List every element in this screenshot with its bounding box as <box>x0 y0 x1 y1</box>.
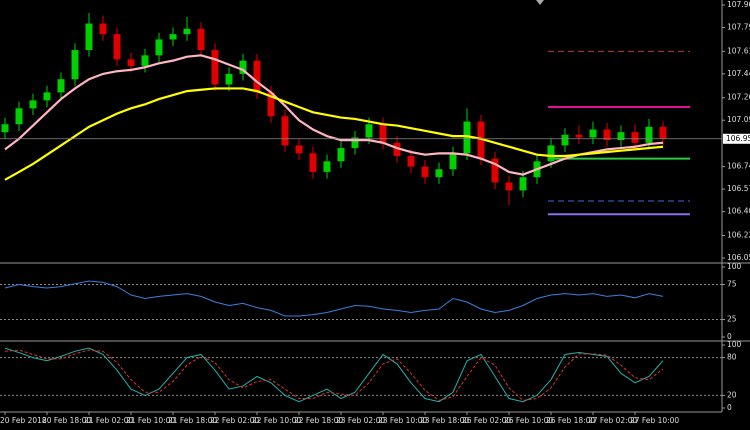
candle-body <box>169 34 177 40</box>
x-tick-label: 26 Feb 10:00 <box>504 416 553 425</box>
shift-marker <box>536 0 544 5</box>
candle-body <box>463 121 471 154</box>
candle-body <box>435 169 443 178</box>
y-tick-label: 106.40 <box>727 207 750 216</box>
indicator-line <box>4 54 664 176</box>
candle-body <box>365 124 373 138</box>
x-tick-label: 21 Feb 18:00 <box>168 416 217 425</box>
candle-body <box>197 28 205 51</box>
y-tick-label: 107.44 <box>727 69 750 78</box>
candle-body <box>407 156 415 167</box>
y-tick-label: 106.74 <box>727 162 750 171</box>
candle-body <box>43 92 51 101</box>
candle-body <box>351 137 359 149</box>
y-tick-label: 100 <box>727 262 742 271</box>
candle-body <box>295 145 303 154</box>
x-tick-label: 21 Feb 10:00 <box>126 416 175 425</box>
candle-body <box>645 126 653 143</box>
y-tick-label: 107.61 <box>727 46 750 55</box>
x-tick-label: 26 Feb 18:00 <box>546 416 595 425</box>
candle-body <box>71 50 79 80</box>
candle-body <box>589 129 597 138</box>
candle-body <box>155 39 163 56</box>
y-tick-label: 106.57 <box>727 184 750 193</box>
candle-body <box>491 158 499 183</box>
candle-body <box>99 23 107 35</box>
candle-body <box>505 182 513 191</box>
x-tick-label: 20 Feb 2018 <box>0 416 47 425</box>
candle-body <box>309 153 317 172</box>
candle-body <box>225 73 233 85</box>
candle-body <box>141 55 149 66</box>
y-tick-label: 25 <box>727 315 737 324</box>
candle-body <box>323 161 331 172</box>
x-tick-label: 26 Feb 02:00 <box>462 416 511 425</box>
candle-body <box>253 60 261 93</box>
indicator-line <box>4 347 664 403</box>
candle-body <box>617 132 625 141</box>
x-tick-label: 27 Feb 02:00 <box>588 416 637 425</box>
y-tick-label: 107.79 <box>727 23 750 32</box>
current-price-box <box>723 133 750 144</box>
x-tick-label: 22 Feb 02:00 <box>210 416 259 425</box>
x-tick-label: 22 Feb 10:00 <box>252 416 301 425</box>
x-tick-label: 22 Feb 18:00 <box>294 416 343 425</box>
candle-body <box>561 134 569 146</box>
candle-body <box>449 153 457 170</box>
candle-body <box>239 60 247 74</box>
candle-body <box>631 132 639 143</box>
candle-body <box>113 34 121 60</box>
candle-body <box>15 108 23 125</box>
candle-body <box>183 28 191 35</box>
x-tick-label: 21 Feb 02:00 <box>84 416 133 425</box>
x-tick-label: 20 Feb 18:00 <box>42 416 91 425</box>
candle-body <box>85 23 93 51</box>
candle-body <box>127 59 135 66</box>
current-price-label: 106.95 <box>726 134 750 143</box>
x-tick-label: 27 Feb 10:00 <box>630 416 679 425</box>
candle-body <box>547 145 555 162</box>
x-tick-label: 23 Feb 10:00 <box>378 416 427 425</box>
y-tick-label: 106.22 <box>727 230 750 239</box>
y-tick-label: 107.09 <box>727 115 750 124</box>
y-tick-label: 107.96 <box>727 0 750 9</box>
candle-body <box>379 124 387 143</box>
y-tick-label: 107.26 <box>727 93 750 102</box>
candle-body <box>211 50 219 85</box>
y-tick-label: 20 <box>727 390 737 399</box>
candle-body <box>1 124 9 133</box>
candle-body <box>519 177 527 191</box>
indicator-line <box>4 280 664 317</box>
candle-body <box>29 100 37 109</box>
candle-body <box>267 92 275 117</box>
candle-body <box>421 166 429 178</box>
candle-body <box>603 129 611 141</box>
candle-body <box>659 126 667 139</box>
candle-body <box>337 148 345 162</box>
y-tick-label: 80 <box>727 353 737 362</box>
x-tick-label: 23 Feb 02:00 <box>336 416 385 425</box>
candle-body <box>281 116 289 146</box>
candle-body <box>393 142 401 157</box>
x-tick-label: 23 Feb 18:00 <box>420 416 469 425</box>
y-tick-label: 106.05 <box>727 253 750 262</box>
candle-body <box>575 134 583 138</box>
indicator-line <box>4 87 664 181</box>
candle-body <box>477 121 485 159</box>
indicator-line <box>4 349 664 401</box>
y-tick-label: 75 <box>727 280 737 289</box>
candle-body <box>57 79 65 93</box>
y-tick-label: 0 <box>727 403 732 412</box>
y-tick-label: 100 <box>727 340 742 349</box>
y-tick-label: 0 <box>727 332 732 341</box>
